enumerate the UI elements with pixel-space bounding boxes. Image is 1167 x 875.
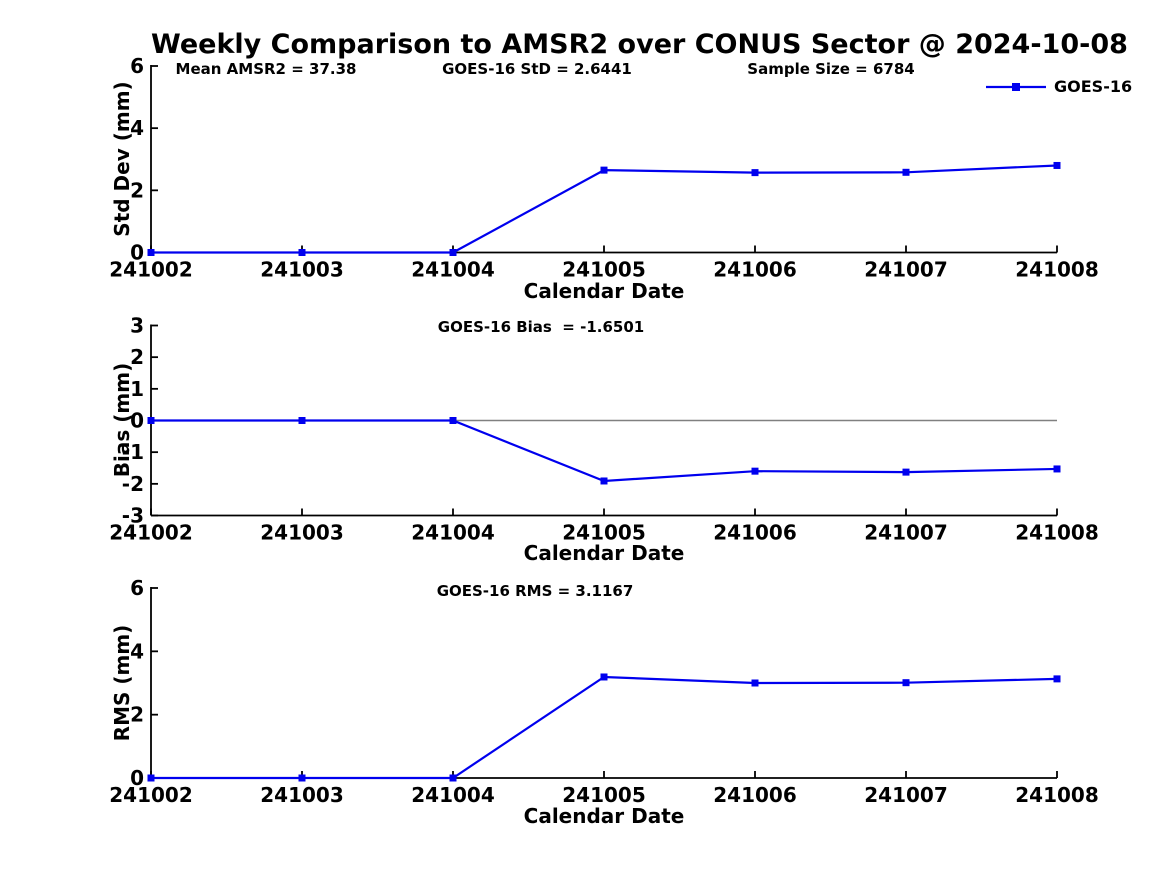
series-marker (298, 774, 306, 782)
y-axis-label-rms: RMS (mm) (110, 624, 134, 742)
x-tick-label: 241004 (411, 258, 495, 282)
annotation-goes16-bias: GOES-16 Bias = -1.6501 (437, 318, 645, 336)
series-line (151, 419, 1058, 483)
series-marker (600, 673, 608, 681)
annotation-mean-amsr2: Mean AMSR2 = 37.38 (175, 60, 357, 78)
series-marker (751, 679, 759, 687)
series-marker (298, 417, 306, 424)
series-marker (600, 477, 608, 485)
y-tick-label: 4 (130, 116, 144, 140)
series-marker (1053, 465, 1061, 473)
y-tick-label: 1 (130, 377, 144, 401)
series-line (151, 164, 1058, 254)
series-marker (298, 249, 306, 256)
y-tick-label: -2 (122, 472, 144, 496)
x-tick-label: 241003 (260, 521, 344, 545)
series-marker (147, 249, 155, 256)
y-tick-label: 0 (130, 241, 144, 265)
annotation-sample-size: Sample Size = 6784 (747, 60, 915, 78)
series-marker (449, 249, 457, 256)
x-tick-label: 241004 (411, 783, 495, 807)
series-marker (449, 774, 457, 782)
x-axis-label-1: Calendar Date (523, 279, 685, 303)
x-tick-label: 241005 (562, 783, 646, 807)
y-tick-label: -1 (122, 440, 144, 464)
series-marker (902, 679, 910, 687)
x-tick-label: 241008 (1015, 521, 1099, 545)
y-axis-label-std-dev: Std Dev (mm) (110, 81, 134, 237)
x-tick-label: 241002 (109, 783, 193, 807)
x-tick-label: 241007 (864, 521, 948, 545)
figure-title: Weekly Comparison to AMSR2 over CONUS Se… (151, 29, 1128, 60)
y-tick-label: 2 (130, 178, 144, 202)
x-tick-label: 241006 (713, 783, 797, 807)
y-tick-label: 0 (130, 766, 144, 790)
x-tick-label: 241004 (411, 521, 495, 545)
series-marker (147, 417, 155, 424)
y-tick-label: 4 (130, 639, 144, 663)
series-marker (902, 468, 910, 476)
series-marker (449, 417, 457, 424)
series-marker (147, 774, 155, 782)
x-axis-label-2: Calendar Date (523, 541, 685, 565)
annotation-goes16-std: GOES-16 StD = 2.6441 (442, 60, 632, 78)
x-tick-label: 241007 (864, 783, 948, 807)
x-axis-label-3: Calendar Date (523, 804, 685, 828)
x-tick-label: 241007 (864, 258, 948, 282)
subplot-std-dev: 0 2 4 6 241002 241003 241004 241005 241006 241007… (109, 54, 1099, 282)
y-tick-label: 2 (130, 345, 144, 369)
x-tick-label: 241003 (260, 783, 344, 807)
y-tick-label: 6 (130, 576, 144, 600)
x-tick-label: 241002 (109, 521, 193, 545)
series-line (151, 675, 1058, 780)
y-tick-label: 0 (130, 409, 144, 433)
series-marker (1053, 675, 1061, 683)
x-tick-label: 241003 (260, 258, 344, 282)
series-marker (902, 168, 910, 176)
subplot-rms: 0 2 4 6 241002 241003 241004 241005 241006 241007… (109, 576, 1099, 807)
y-tick-label: 6 (130, 54, 144, 78)
legend-line-icon (986, 83, 1046, 91)
legend-label: GOES-16 (1054, 77, 1133, 96)
x-tick-label: 241005 (562, 258, 646, 282)
series-marker (600, 166, 608, 174)
legend: GOES-16 (985, 78, 1132, 96)
series-marker (1053, 161, 1061, 169)
series-marker (751, 169, 759, 177)
y-tick-label: 3 (130, 314, 144, 338)
y-tick-label: -3 (122, 504, 144, 528)
x-tick-label: 241008 (1015, 258, 1099, 282)
x-tick-label: 241006 (713, 258, 797, 282)
subplot-bias: -3 -2 -1 0 1 2 3 241002 241003 241004 241005 241006… (109, 314, 1099, 545)
series-marker (751, 467, 759, 475)
x-tick-label: 241005 (562, 521, 646, 545)
x-tick-label: 241008 (1015, 783, 1099, 807)
y-axis-label-bias: Bias (mm) (110, 362, 134, 478)
annotation-goes16-rms: GOES-16 RMS = 3.1167 (436, 582, 634, 600)
x-tick-label: 241006 (713, 521, 797, 545)
x-tick-label: 241002 (109, 258, 193, 282)
y-tick-label: 2 (130, 703, 144, 727)
